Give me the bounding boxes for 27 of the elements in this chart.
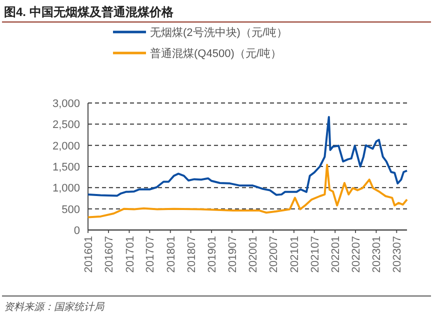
x-tick-label: 202207 bbox=[350, 236, 362, 273]
x-tick-label: 202301 bbox=[371, 236, 384, 273]
legend-label: 无烟煤(2号洗中块)（元/吨） bbox=[150, 26, 288, 39]
x-tick-label: 202107 bbox=[309, 236, 322, 273]
x-tick-label: 201701 bbox=[124, 236, 136, 273]
y-tick-label: 1,000 bbox=[52, 182, 80, 195]
x-tick-label: 202007 bbox=[268, 236, 280, 273]
y-tick-label: 1,500 bbox=[52, 162, 80, 174]
legend-label: 普通混煤(Q4500)（元/吨） bbox=[150, 47, 282, 60]
x-tick-label: 201907 bbox=[226, 236, 239, 273]
y-tick-label: 0 bbox=[74, 225, 80, 237]
x-tick-label: 201807 bbox=[186, 236, 198, 273]
x-tick-label: 201801 bbox=[165, 236, 178, 273]
text: 资料来源：国家统计局 bbox=[4, 301, 105, 313]
chart-title: 图4. 中国无烟煤及普通混煤价格 bbox=[4, 5, 174, 19]
x-tick-label: 201707 bbox=[144, 236, 157, 273]
x-tick-label: 201607 bbox=[104, 236, 116, 273]
x-tick-label: 201601 bbox=[83, 236, 95, 273]
y-tick-label: 3,000 bbox=[52, 98, 80, 110]
x-tick-label: 202307 bbox=[392, 236, 404, 273]
x-tick-label: 202101 bbox=[288, 236, 301, 273]
y-tick-label: 2,500 bbox=[52, 119, 80, 132]
y-tick-label: 500 bbox=[62, 204, 80, 216]
x-tick-label: 202201 bbox=[330, 236, 342, 273]
x-tick-label: 202001 bbox=[248, 236, 260, 273]
x-tick-label: 201901 bbox=[206, 236, 219, 273]
y-tick-label: 2,000 bbox=[52, 140, 80, 152]
